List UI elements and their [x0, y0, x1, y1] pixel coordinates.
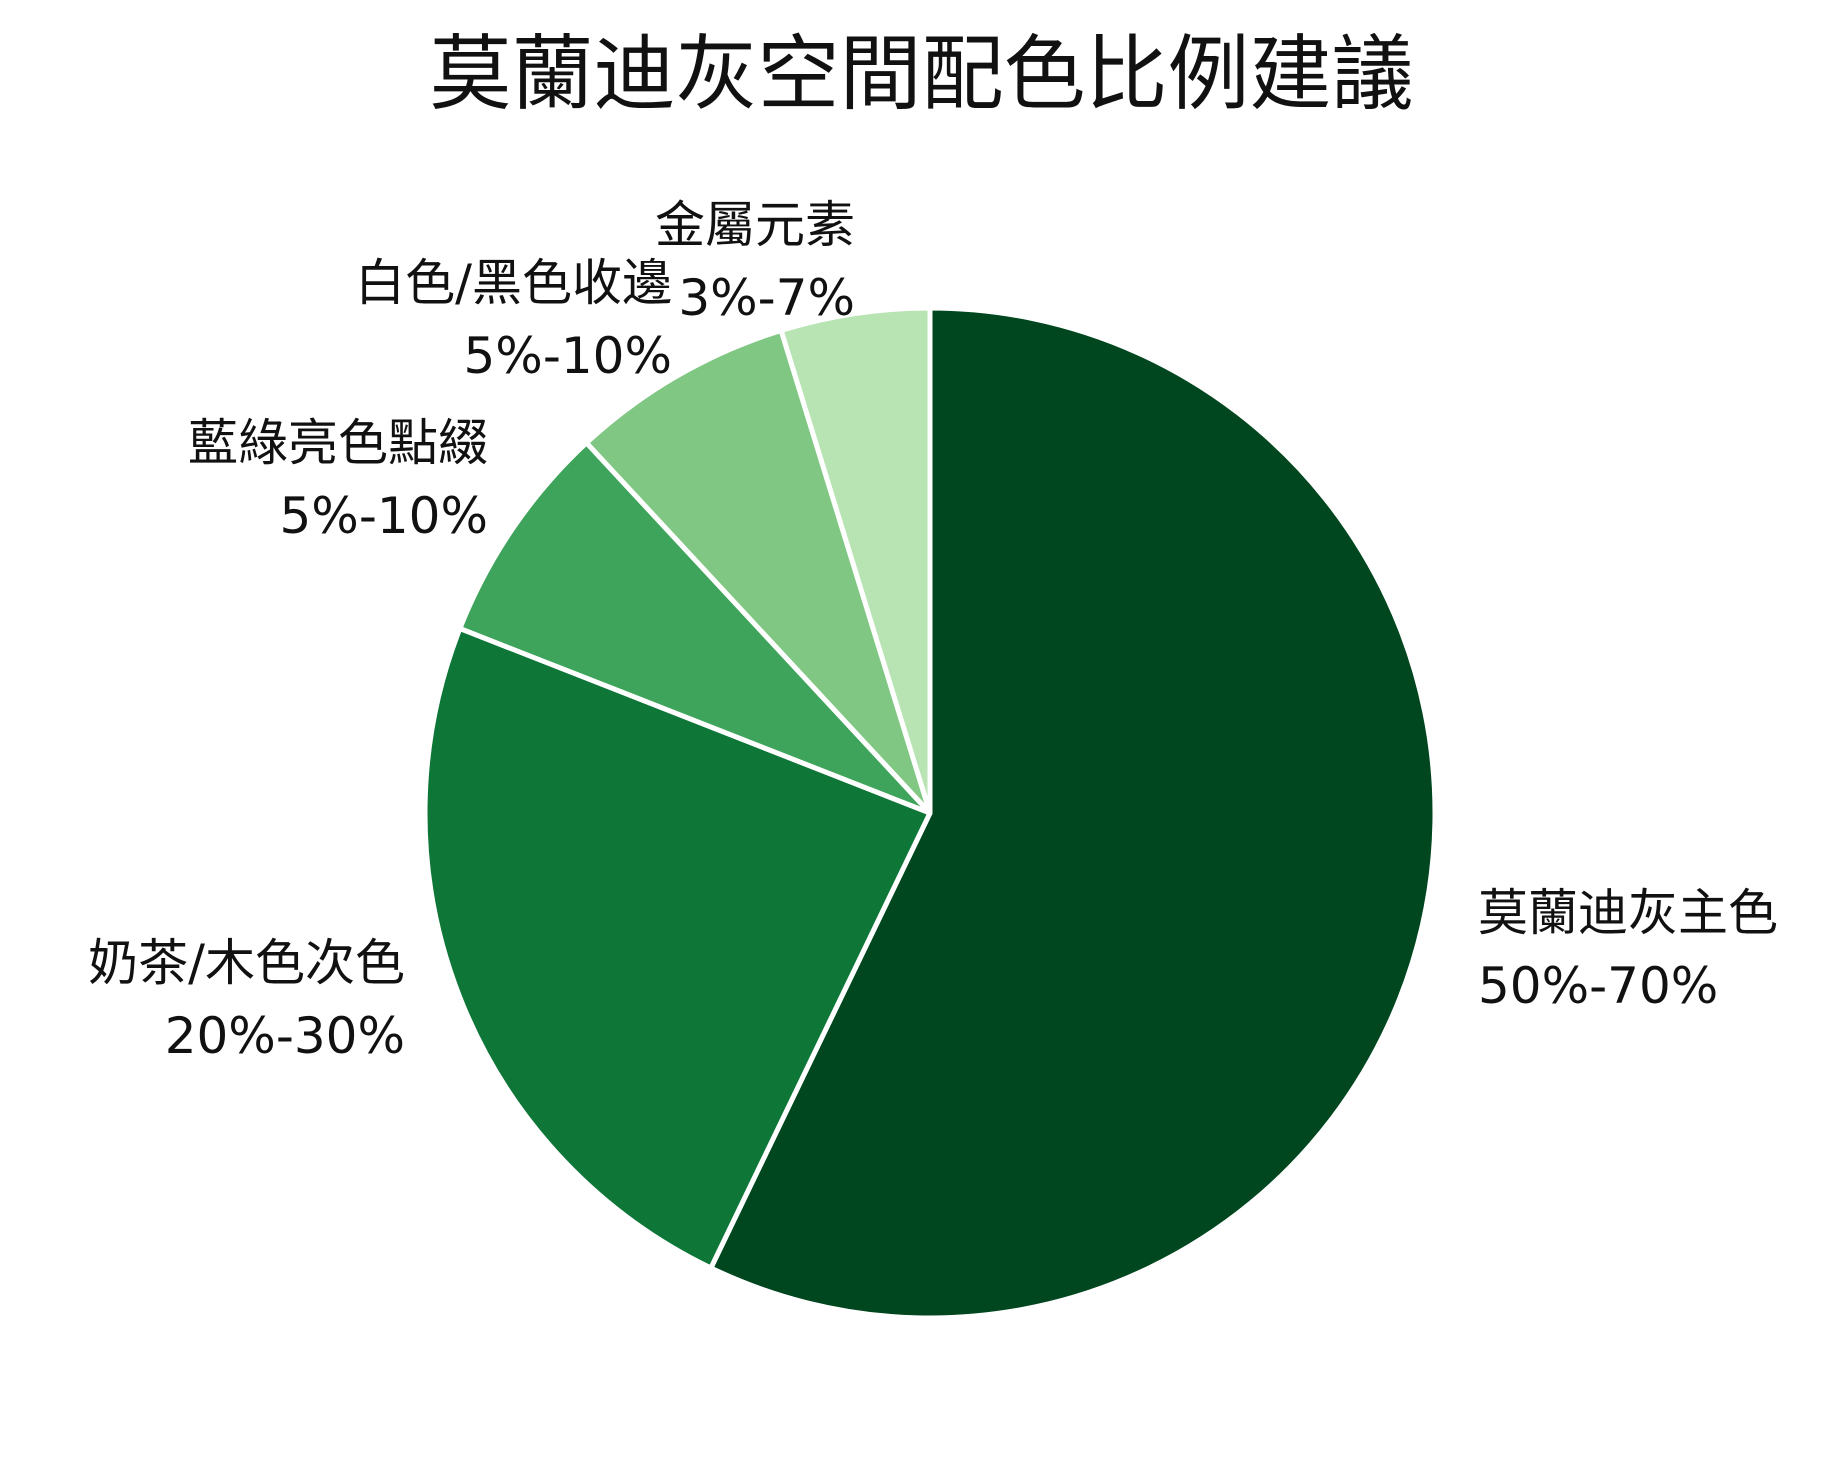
slice-name-label-3: 藍綠亮色點綴 — [188, 414, 488, 472]
slice-range-label-5: 3%-7% — [678, 269, 855, 327]
slice-range-label-2: 20%-30% — [165, 1007, 405, 1065]
slice-range-label-4: 5%-10% — [464, 327, 673, 385]
chart-title: 莫蘭迪灰空間配色比例建議 — [429, 27, 1414, 122]
pie-slice-3 — [457, 440, 933, 816]
pie-slice-4 — [584, 327, 933, 816]
pie-slice-1 — [708, 305, 1438, 1321]
pie-slice-5 — [778, 305, 933, 816]
slice-range-label-1: 50%-70% — [1478, 957, 1718, 1015]
slice-name-label-4: 白色/黑色收邊 — [355, 254, 672, 312]
slice-name-label-1: 莫蘭迪灰主色 — [1478, 884, 1778, 942]
pie-slice-2 — [422, 626, 933, 1271]
slice-name-label-5: 金屬元素 — [655, 196, 855, 254]
slice-range-label-3: 5%-10% — [280, 487, 489, 545]
slice-name-label-2: 奶茶/木色次色 — [88, 934, 405, 992]
